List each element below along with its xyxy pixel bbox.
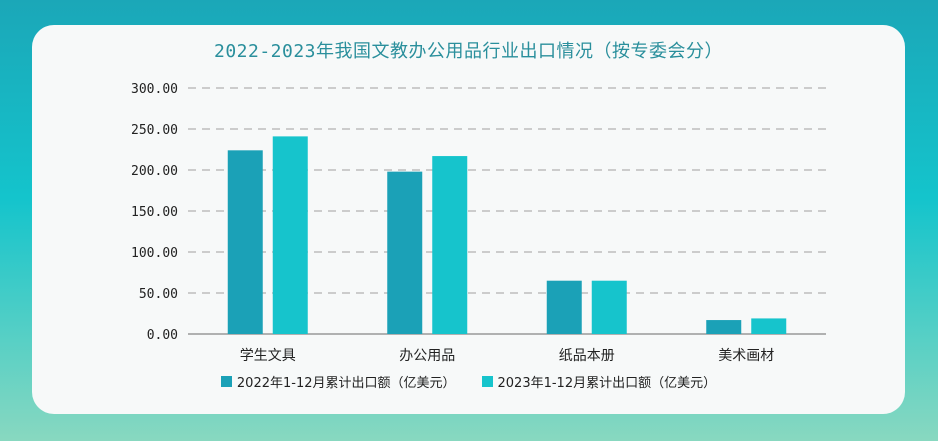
y-tick-label-4: 200.00: [131, 164, 178, 179]
y-tick-label-5: 250.00: [131, 123, 178, 138]
legend-item-2023[interactable]: 2023年1-12月累计出口额（亿美元）: [481, 372, 717, 391]
bar-series0-纸品本册: [546, 280, 582, 334]
chart-card: 2022-2023年我国文教办公用品行业出口情况（按专委会分） 0.00 50.0…: [32, 25, 905, 414]
x-tick-label-办公用品: 办公用品: [399, 348, 455, 364]
bar-chart: 0.00 50.00 100.00 150.00 200.00 250.00 300.00 学…: [131, 82, 826, 364]
x-tick-label-纸品本册: 纸品本册: [559, 348, 615, 364]
y-tick-label-3: 150.00: [131, 205, 178, 220]
y-tick-label-1: 50.00: [139, 287, 178, 302]
bar-series0-办公用品: [387, 171, 423, 334]
bar-series1-纸品本册: [591, 280, 627, 334]
x-tick-label-学生文具: 学生文具: [240, 348, 296, 364]
legend-swatch-2023: [481, 376, 493, 387]
y-tick-label-2: 100.00: [131, 246, 178, 261]
bar-series0-美术画材: [706, 320, 742, 334]
chart-title: 2022-2023年我国文教办公用品行业出口情况（按专委会分）: [213, 41, 724, 62]
bar-series1-美术画材: [751, 318, 787, 334]
legend-label-2023: 2023年1-12月累计出口额（亿美元）: [497, 376, 717, 391]
x-tick-label-美术画材: 美术画材: [718, 348, 774, 364]
legend-swatch-2022: [220, 376, 232, 387]
legend: 2022年1-12月累计出口额（亿美元） 2023年1-12月累计出口额（亿美元…: [32, 372, 905, 391]
y-tick-label-0: 0.00: [147, 328, 178, 343]
legend-item-2022[interactable]: 2022年1-12月累计出口额（亿美元）: [220, 372, 456, 391]
bar-series1-办公用品: [432, 156, 468, 334]
bar-series0-学生文具: [227, 150, 263, 334]
y-tick-label-6: 300.00: [131, 82, 178, 97]
legend-label-2022: 2022年1-12月累计出口额（亿美元）: [236, 376, 456, 391]
bar-series1-学生文具: [272, 136, 308, 334]
